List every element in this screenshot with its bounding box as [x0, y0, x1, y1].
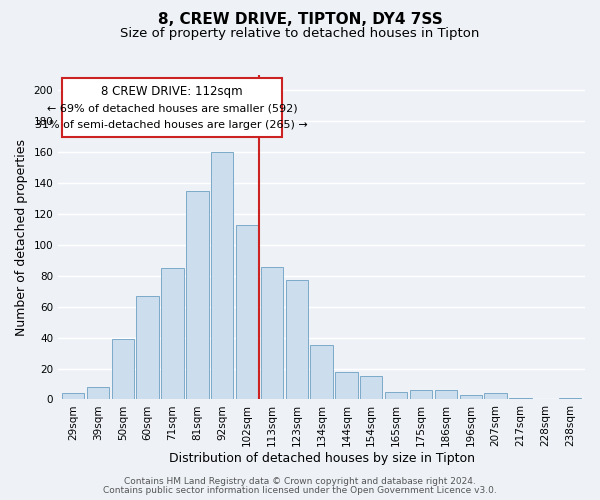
Text: Contains HM Land Registry data © Crown copyright and database right 2024.: Contains HM Land Registry data © Crown c… [124, 477, 476, 486]
Bar [509, 398, 532, 400]
Bar [335, 372, 358, 400]
Bar [236, 225, 258, 400]
Bar [559, 398, 581, 400]
Bar [211, 152, 233, 400]
Bar [434, 390, 457, 400]
Bar [62, 394, 84, 400]
Text: Contains public sector information licensed under the Open Government Licence v3: Contains public sector information licen… [103, 486, 497, 495]
Text: ← 69% of detached houses are smaller (592): ← 69% of detached houses are smaller (59… [47, 104, 297, 114]
X-axis label: Distribution of detached houses by size in Tipton: Distribution of detached houses by size … [169, 452, 475, 465]
Bar [360, 376, 382, 400]
Text: 8, CREW DRIVE, TIPTON, DY4 7SS: 8, CREW DRIVE, TIPTON, DY4 7SS [158, 12, 442, 28]
Text: 8 CREW DRIVE: 112sqm: 8 CREW DRIVE: 112sqm [101, 84, 242, 98]
Bar [87, 387, 109, 400]
Bar [310, 346, 333, 400]
Text: Size of property relative to detached houses in Tipton: Size of property relative to detached ho… [121, 28, 479, 40]
Bar [161, 268, 184, 400]
Bar [460, 395, 482, 400]
Bar [112, 339, 134, 400]
Bar [186, 191, 209, 400]
Bar [286, 280, 308, 400]
Text: 31% of semi-detached houses are larger (265) →: 31% of semi-detached houses are larger (… [35, 120, 308, 130]
Y-axis label: Number of detached properties: Number of detached properties [15, 138, 28, 336]
Bar [385, 392, 407, 400]
Bar [136, 296, 159, 400]
Bar [260, 266, 283, 400]
FancyBboxPatch shape [62, 78, 282, 137]
Bar [484, 394, 507, 400]
Bar [410, 390, 432, 400]
